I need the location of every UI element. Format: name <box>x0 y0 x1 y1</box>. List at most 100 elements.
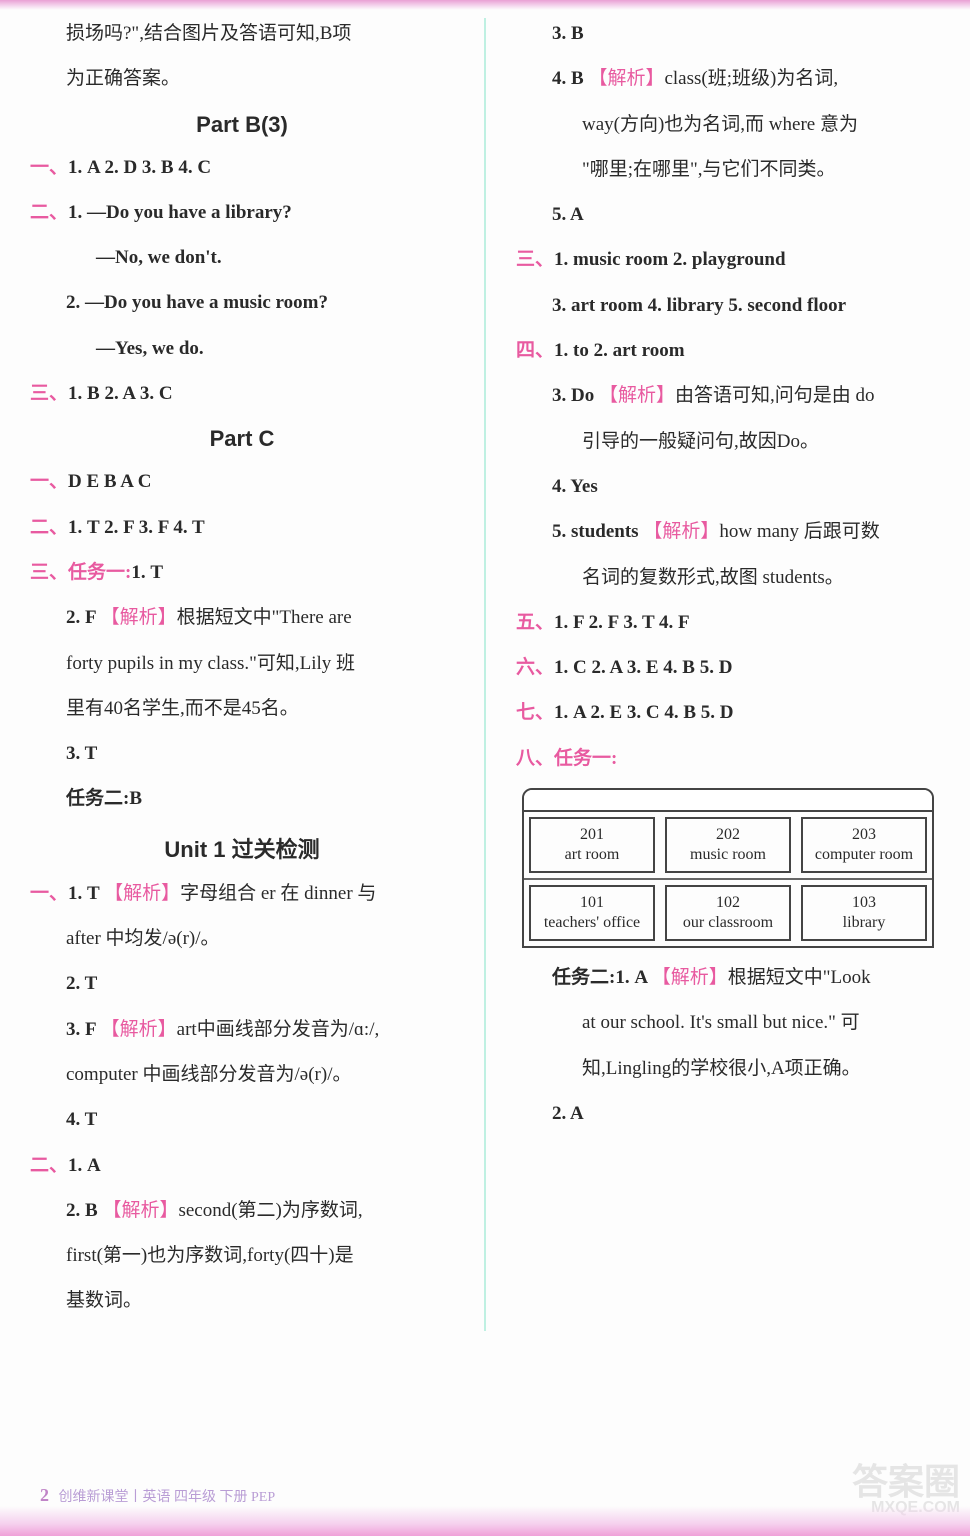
ans: 1. T <box>68 883 104 904</box>
analysis-text: how many 后跟可数 <box>719 521 879 542</box>
analysis-tag: 【解析】 <box>588 68 664 89</box>
section-num: 一、 <box>30 883 68 904</box>
heading-unit1: Unit 1 过关检测 <box>30 832 454 864</box>
analysis-text: at our school. It's small but nice." 可 <box>516 1007 940 1039</box>
answers: 1. T 2. F 3. F 4. T <box>68 517 205 538</box>
answers: 1. C 2. A 3. E 4. B 5. D <box>554 657 732 678</box>
answer-line: 4. T <box>30 1104 454 1136</box>
analysis-text: 基数词。 <box>30 1285 454 1317</box>
answer-line: 一、1. A 2. D 3. B 4. C <box>30 152 454 184</box>
room-num: 101 <box>533 893 651 913</box>
ans: 2. F <box>66 607 101 628</box>
answer-line: 八、任务一: <box>516 743 940 775</box>
section-num: 二、 <box>30 1155 68 1176</box>
answer-line: 三、任务一:1. T <box>30 557 454 589</box>
dialog: 1. —Do you have a library? <box>68 202 292 223</box>
answers: 1. A 2. D 3. B 4. C <box>68 157 211 178</box>
section-num: 三、任务一: <box>30 562 131 583</box>
analysis-text: computer 中画线部分发音为/ə(r)/。 <box>30 1059 454 1091</box>
answer-line: 三、1. B 2. A 3. C <box>30 378 454 410</box>
analysis-line: 2. F 【解析】根据短文中"There are <box>30 602 454 634</box>
answer-line: 一、D E B A C <box>30 466 454 498</box>
answer-line: 二、1. —Do you have a library? <box>30 197 454 229</box>
room-num: 203 <box>805 825 923 845</box>
gradient-bottom <box>0 1506 970 1536</box>
analysis-tag: 【解析】 <box>102 1200 178 1221</box>
answer-line: 5. A <box>516 199 940 231</box>
room-num: 201 <box>533 825 651 845</box>
analysis-text: art中画线部分发音为/ɑ:/, <box>177 1019 380 1040</box>
room-label: our classroom <box>669 913 787 933</box>
ans: 3. Do <box>552 385 599 406</box>
room-label: music room <box>669 845 787 865</box>
analysis-text: 名词的复数形式,故图 students。 <box>516 562 940 594</box>
room-label: teachers' office <box>533 913 651 933</box>
answers: 3. art room 4. library 5. second floor <box>516 290 940 322</box>
answers: 1. music room 2. playground <box>554 249 786 270</box>
answers: 1. F 2. F 3. T 4. F <box>554 612 690 633</box>
room-cell: 203computer room <box>801 817 927 873</box>
intro-line: 损场吗?",结合图片及答语可知,B项 <box>30 18 454 50</box>
intro-line: 为正确答案。 <box>30 63 454 95</box>
section-num: 八、任务一: <box>516 748 617 769</box>
right-column: 3. B 4. B 【解析】class(班;班级)为名词, way(方向)也为名… <box>516 18 940 1331</box>
analysis-text: 里有40名学生,而不是45名。 <box>30 693 454 725</box>
analysis-text: 根据短文中"Look <box>728 967 871 988</box>
answer-line: 七、1. A 2. E 3. C 4. B 5. D <box>516 697 940 729</box>
analysis-tag: 【解析】 <box>643 521 719 542</box>
rooms-row-bottom: 101teachers' office 102our classroom 103… <box>524 880 932 946</box>
watermark-main: 答案圈 <box>852 1461 960 1502</box>
analysis-tag: 【解析】 <box>101 607 177 628</box>
answer-line: 二、1. A <box>30 1150 454 1182</box>
room-cell: 103library <box>801 885 927 941</box>
analysis-tag: 【解析】 <box>104 883 180 904</box>
left-column: 损场吗?",结合图片及答语可知,B项 为正确答案。 Part B(3) 一、1.… <box>30 18 454 1331</box>
gradient-top <box>0 0 970 10</box>
section-num: 七、 <box>516 702 554 723</box>
section-num: 一、 <box>30 471 68 492</box>
ans: 2. B <box>66 1200 102 1221</box>
analysis-line: 3. Do 【解析】由答语可知,问句是由 do <box>516 380 940 412</box>
answers: 1. A 2. E 3. C 4. B 5. D <box>554 702 733 723</box>
analysis-text: 由答语可知,问句是由 do <box>675 385 875 406</box>
analysis-line: 任务二:1. A 【解析】根据短文中"Look <box>516 962 940 994</box>
answer-line: 六、1. C 2. A 3. E 4. B 5. D <box>516 652 940 684</box>
task-answer: 任务二:B <box>30 783 454 815</box>
answers: 1. T <box>131 562 163 583</box>
section-num: 二、 <box>30 202 68 223</box>
answer-line: 三、1. music room 2. playground <box>516 244 940 276</box>
analysis-tag: 【解析】 <box>652 967 728 988</box>
answer-line: 4. Yes <box>516 471 940 503</box>
analysis-line: 3. F 【解析】art中画线部分发音为/ɑ:/, <box>30 1014 454 1046</box>
room-num: 202 <box>669 825 787 845</box>
building-diagram: 201art room 202music room 203computer ro… <box>522 788 934 948</box>
rooms-row-top: 201art room 202music room 203computer ro… <box>524 812 932 880</box>
dialog: —No, we don't. <box>30 242 454 274</box>
column-divider <box>484 18 486 1331</box>
analysis-text: class(班;班级)为名词, <box>664 68 838 89</box>
room-num: 103 <box>805 893 923 913</box>
room-cell: 102our classroom <box>665 885 791 941</box>
answer-line: 二、1. T 2. F 3. F 4. T <box>30 512 454 544</box>
ans: 3. F <box>66 1019 101 1040</box>
answer-line: 2. A <box>516 1098 940 1130</box>
analysis-line: 2. B 【解析】second(第二)为序数词, <box>30 1195 454 1227</box>
room-cell: 101teachers' office <box>529 885 655 941</box>
answers: 1. A <box>68 1155 101 1176</box>
analysis-text: forty pupils in my class."可知,Lily 班 <box>30 648 454 680</box>
section-num: 一、 <box>30 157 68 178</box>
page-footer: 2 创维新课堂丨英语 四年级 下册 PEP <box>40 1485 275 1506</box>
analysis-text: 引导的一般疑问句,故因Do。 <box>516 426 940 458</box>
answer-line: 3. T <box>30 738 454 770</box>
analysis-text: after 中均发/ə(r)/。 <box>30 923 454 955</box>
answers: D E B A C <box>68 471 151 492</box>
content-columns: 损场吗?",结合图片及答语可知,B项 为正确答案。 Part B(3) 一、1.… <box>0 0 970 1391</box>
building-roof <box>524 790 932 812</box>
analysis-line: 一、1. T 【解析】字母组合 er 在 dinner 与 <box>30 878 454 910</box>
page-number: 2 <box>40 1485 49 1505</box>
section-num: 四、 <box>516 340 554 361</box>
footer-text: 创维新课堂丨英语 四年级 下册 PEP <box>59 1490 276 1505</box>
heading-part-b3: Part B(3) <box>30 112 454 138</box>
analysis-line: 4. B 【解析】class(班;班级)为名词, <box>516 63 940 95</box>
analysis-text: 知,Lingling的学校很小,A项正确。 <box>516 1053 940 1085</box>
